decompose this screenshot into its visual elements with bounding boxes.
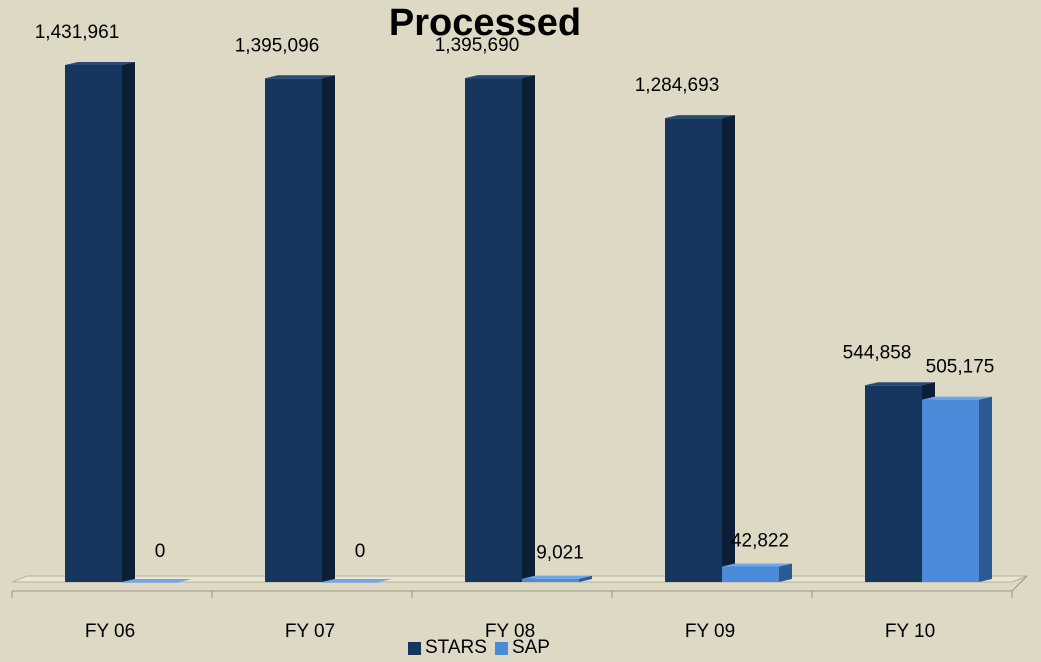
bar-front <box>265 78 322 582</box>
bar-stars-fy-07 <box>265 75 335 582</box>
bar-sap-fy-08 <box>522 575 592 582</box>
bar-top <box>722 563 792 567</box>
legend-swatch-stars <box>408 641 421 655</box>
legend-item-sap: SAP <box>494 637 550 659</box>
bar-front <box>722 566 779 582</box>
data-label: 1,395,690 <box>435 35 520 56</box>
legend-label-sap: SAP <box>511 637 550 658</box>
bar-top <box>122 579 192 582</box>
bar-front <box>322 582 379 583</box>
bar-top <box>865 382 935 386</box>
bar-top <box>265 75 335 79</box>
data-label: 544,858 <box>843 342 912 363</box>
bar-stars-fy-06 <box>65 62 135 582</box>
data-label: 1,431,961 <box>35 22 120 43</box>
bar-top <box>522 575 592 579</box>
bar-side <box>322 75 335 582</box>
x-axis: FY 06 FY 07 FY 08 FY 09 FY 10 <box>11 575 1028 642</box>
x-tick-label: FY 09 <box>685 621 735 642</box>
bar-sap-fy-07 <box>322 579 392 583</box>
data-label: 9,021 <box>536 543 584 564</box>
bar-top <box>922 396 992 400</box>
data-label: 0 <box>355 541 366 562</box>
data-label: 1,284,693 <box>635 75 720 96</box>
bar-front <box>522 578 579 582</box>
bar-sap-fy-10 <box>922 396 992 582</box>
x-tick-label: FY 10 <box>885 621 935 642</box>
data-label: 42,822 <box>731 531 789 552</box>
bar-front <box>665 118 722 582</box>
x-axis-depth-line <box>1011 575 1028 592</box>
x-tick-label: FY 07 <box>285 621 335 642</box>
bar-front <box>865 385 922 582</box>
bar-front <box>922 399 979 582</box>
legend: STARS SAP <box>408 637 550 659</box>
value-labels: 1,431,961 0 1,395,096 0 1,395,690 9,021 1,284,… <box>35 22 995 564</box>
bar-sap-fy-06 <box>122 579 192 583</box>
bar-side <box>522 75 535 583</box>
bar-stars-fy-09 <box>665 115 735 582</box>
bar-sap-fy-09 <box>722 563 792 582</box>
bars-group <box>65 62 992 583</box>
bar-top <box>65 62 135 65</box>
data-label: 1,395,096 <box>235 35 320 56</box>
bar-top <box>465 75 535 79</box>
bar-top <box>322 579 392 582</box>
chart-title: Processed <box>388 2 582 44</box>
bar-side <box>722 115 735 582</box>
x-tick-label: FY 08 <box>485 621 535 642</box>
legend-item-stars: STARS <box>408 637 487 659</box>
bar-side <box>979 396 992 582</box>
bar-side <box>122 62 135 582</box>
bar-front <box>65 65 122 582</box>
legend-label-stars: STARS <box>425 637 487 658</box>
bar-stars-fy-08 <box>465 75 535 583</box>
data-label: 505,175 <box>926 357 995 378</box>
data-label: 0 <box>155 541 166 562</box>
x-tick-label: FY 06 <box>85 621 135 642</box>
bar-side <box>579 575 592 582</box>
bar-front <box>465 78 522 583</box>
bar-top <box>665 115 735 119</box>
legend-swatch-sap <box>494 641 508 655</box>
bar-side <box>779 563 792 582</box>
bar-front <box>122 582 179 583</box>
